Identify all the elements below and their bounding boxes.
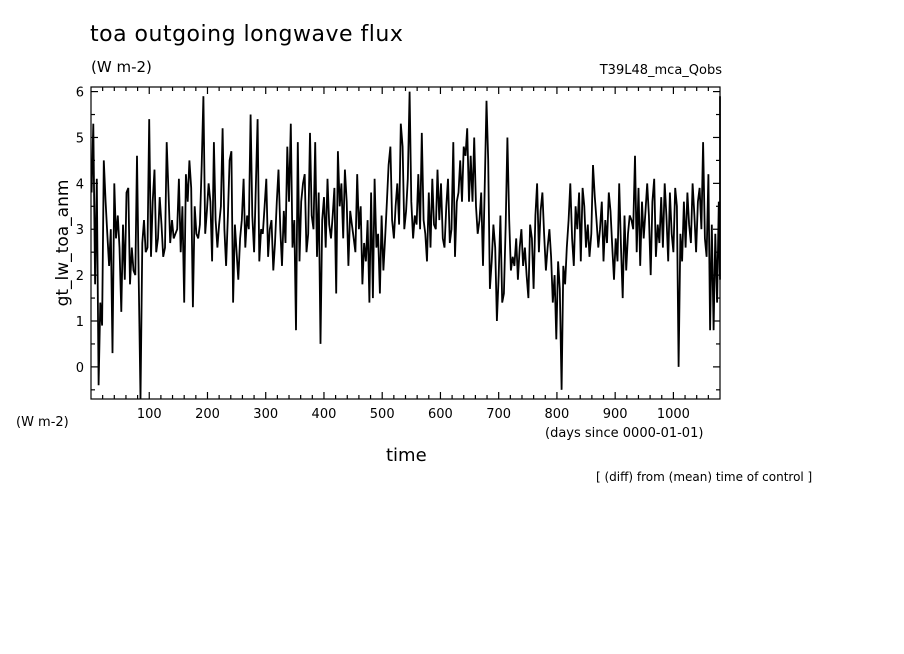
- y-axis-label: gt_lw_toa_anm: [53, 180, 73, 307]
- y-tick-label: 1: [76, 315, 84, 330]
- x-tick-label: 600: [428, 407, 453, 422]
- x-tick-label: 700: [486, 407, 511, 422]
- series-line: [90, 91, 721, 400]
- y-tick-label: 4: [76, 177, 84, 192]
- chart-units: (W m-2): [91, 58, 152, 76]
- x-tick-label: 100: [137, 407, 162, 422]
- chart-title: toa outgoing longwave flux: [90, 22, 404, 47]
- x-axis-label: time: [386, 445, 427, 466]
- y-tick-label: 0: [76, 361, 84, 376]
- x-tick-label: 300: [253, 407, 278, 422]
- y-tick-label: 3: [76, 223, 84, 238]
- x-tick-label: 1000: [657, 407, 690, 422]
- y-units-label: (W m-2): [16, 415, 69, 430]
- x-tick-label: 400: [312, 407, 337, 422]
- x-tick-labels: 100 200 300 400 500 600 700 800 900 1000: [137, 407, 690, 422]
- x-tick-label: 800: [545, 407, 570, 422]
- x-units-label: (days since 0000-01-01): [545, 426, 704, 441]
- x-tick-label: 200: [195, 407, 220, 422]
- x-tick-label: 500: [370, 407, 395, 422]
- x-tick-label: 900: [603, 407, 628, 422]
- y-tick-label: 6: [76, 86, 84, 101]
- y-tick-label: 5: [76, 131, 84, 146]
- run-label: T39L48_mca_Qobs: [599, 63, 722, 78]
- chart-note: [ (diff) from (mean) time of control ]: [596, 470, 813, 484]
- y-tick-label: 2: [76, 269, 84, 284]
- y-tick-labels: 0 1 2 3 4 5 6: [76, 86, 84, 376]
